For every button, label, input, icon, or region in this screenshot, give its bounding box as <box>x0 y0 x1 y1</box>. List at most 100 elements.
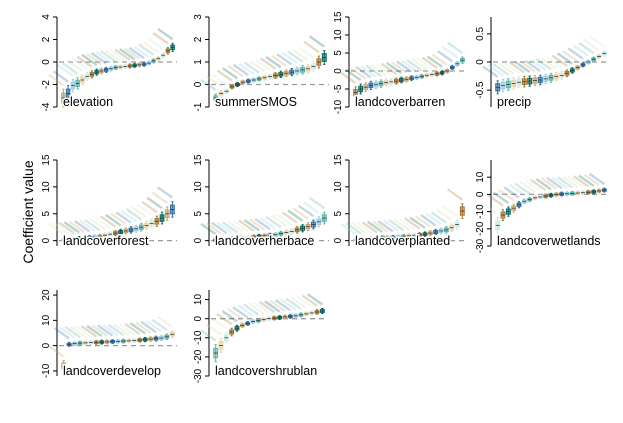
y-tick-label: -1 <box>193 102 204 111</box>
y-tick-label: 0 <box>41 59 52 65</box>
panel-title: landcoverforest <box>63 234 149 248</box>
panel-title: landcoverbarren <box>355 95 445 109</box>
y-tick-label: -0.5 <box>475 81 486 99</box>
site-label-mark <box>226 307 244 321</box>
site-label-mark <box>205 222 222 235</box>
site-label-mark <box>270 214 287 227</box>
site-label-mark <box>583 173 600 187</box>
site-label-mark <box>551 176 568 189</box>
site-label-mark <box>80 325 97 338</box>
site-label-mark <box>441 46 459 59</box>
site-label-mark <box>200 329 217 342</box>
y-tick-label: 0.5 <box>475 26 486 40</box>
site-label-mark <box>152 32 169 45</box>
panel-title: landcovershrublan <box>215 364 317 378</box>
site-label-mark <box>242 303 260 316</box>
site-label-mark <box>125 208 143 221</box>
site-label-mark <box>447 41 464 54</box>
site-label-mark <box>482 65 499 78</box>
site-label-mark <box>406 59 423 72</box>
site-label-mark <box>540 177 558 190</box>
site-label-mark <box>221 309 238 323</box>
site-label-mark <box>140 320 157 334</box>
site-label-mark <box>91 324 108 337</box>
panel-title-halo: landcoverplanted <box>355 234 450 248</box>
site-label-mark <box>535 178 552 191</box>
site-label-mark <box>102 324 119 337</box>
site-label-mark <box>356 221 373 234</box>
panel-title-halo: landcoverherbace <box>215 234 314 248</box>
site-label-mark <box>492 63 510 76</box>
site-label-mark <box>498 188 515 202</box>
y-tick-label: 10 <box>193 294 204 306</box>
site-label-mark <box>86 324 103 338</box>
site-label-mark <box>59 326 76 339</box>
site-label-mark <box>508 183 526 196</box>
site-label-mark <box>136 203 153 216</box>
y-tick-label: 10 <box>193 181 204 193</box>
site-label-mark <box>147 37 164 50</box>
y-tick-label: -2 <box>41 80 52 89</box>
site-label-mark <box>503 186 520 199</box>
site-label-mark <box>94 216 111 229</box>
panel-title: landcoverdevelop <box>63 364 161 378</box>
site-label-mark <box>133 45 150 59</box>
site-label-mark <box>530 58 547 72</box>
y-tick-label: 10 <box>475 171 486 183</box>
site-label-mark <box>303 201 320 214</box>
site-label-mark <box>238 219 255 232</box>
site-label-mark <box>519 60 536 73</box>
y-tick-label: 10 <box>333 29 344 41</box>
site-label-mark <box>425 212 442 225</box>
panel-title-halo: landcoverforest <box>63 234 149 248</box>
site-label-mark <box>540 57 558 70</box>
site-label-mark <box>340 71 357 84</box>
site-label-mark <box>57 64 74 77</box>
y-tick-label: 10 <box>41 181 52 193</box>
y-tick-label: 15 <box>333 11 344 23</box>
site-label-mark <box>306 293 324 306</box>
site-label-mark <box>382 219 400 232</box>
site-label-mark <box>276 213 293 226</box>
site-label-mark <box>377 220 394 233</box>
y-tick-label: 0 <box>333 68 344 74</box>
y-tick-label: 5 <box>333 211 344 217</box>
site-label-mark <box>274 299 292 312</box>
site-label-mark <box>431 53 448 66</box>
site-label-mark <box>487 194 504 207</box>
y-tick-label: -10 <box>193 330 204 345</box>
site-label-mark <box>562 50 579 63</box>
site-label-mark <box>74 220 91 233</box>
panel-title: landcoverherbace <box>215 234 314 248</box>
site-label-mark <box>124 322 141 336</box>
site-label-mark <box>97 324 114 337</box>
site-label-mark <box>588 172 606 186</box>
y-tick-label: 0 <box>193 237 204 243</box>
y-tick-label: 10 <box>333 181 344 193</box>
site-label-mark <box>265 215 282 229</box>
site-label-mark <box>361 221 378 234</box>
site-label-mark <box>301 294 318 307</box>
site-label-mark <box>259 217 277 230</box>
site-label-mark <box>345 222 362 235</box>
site-label-mark <box>110 212 127 225</box>
y-tick-label: 0 <box>193 315 204 321</box>
site-label-mark <box>519 180 536 193</box>
panel-title: summerSMOS <box>215 95 297 109</box>
site-label-mark <box>146 196 163 210</box>
site-label-mark <box>254 58 271 72</box>
site-label-mark <box>62 62 79 75</box>
site-label-mark <box>249 60 266 73</box>
site-label-mark <box>135 321 152 334</box>
site-label-mark <box>205 75 222 88</box>
site-label-mark <box>105 214 122 227</box>
site-label-mark <box>572 175 590 188</box>
y-tick-label: 5 <box>333 50 344 56</box>
site-label-mark <box>556 176 574 189</box>
